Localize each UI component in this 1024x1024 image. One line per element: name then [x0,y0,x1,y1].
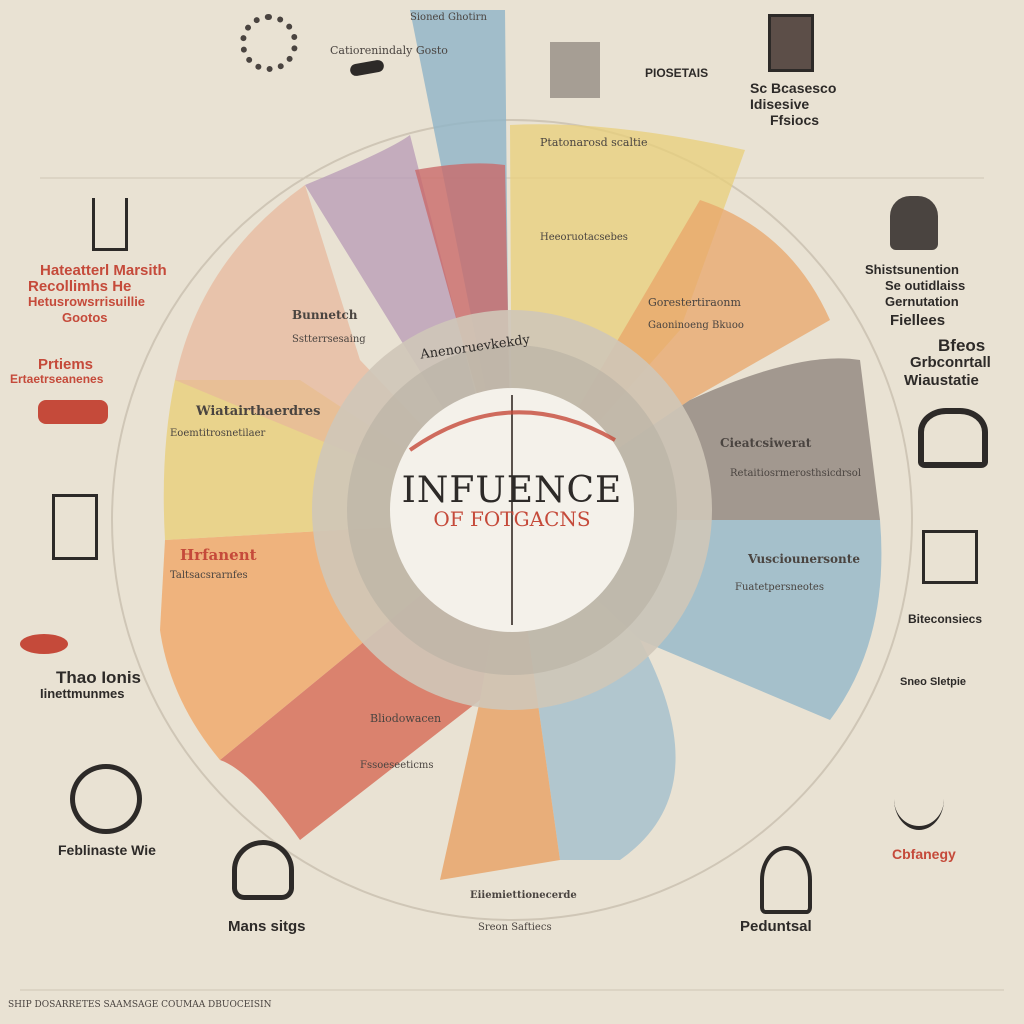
right-panel-2-title: Bfeos [938,336,986,355]
gear-icon [240,14,298,72]
right-panel-1-title: Shistsunention [865,262,959,277]
right-panel-2-line2: Grbconrtall [910,354,991,371]
segment-body-2: Eoemtitrosnetilaer [170,428,266,439]
left-panel-2-title: Prtiems [38,356,94,373]
outer-ring [111,119,913,921]
bottom-center-label: Eiiemiettionecerde [470,890,577,901]
camera-icon [70,764,142,834]
center-subtitle: OF FOTGACNS [433,507,591,531]
left-panel-4-title: Feblinaste Wie [58,842,156,858]
segment-body-6: Heeoruotacsebes [540,232,628,243]
center-title-block: INFUENCE OF FOTGACNS [392,470,632,531]
segment-label-3: Hrfanent [180,546,257,564]
building-icon [550,42,600,98]
top-right-box-line3: Ffsiocs [770,112,820,128]
left-panel-1-line3: Hetusrowsrrisuillie [28,294,146,309]
segment-label-1: Bunnetch [292,308,358,322]
bottom-right-title: Peduntsal [740,918,812,935]
segment-body-5: Fuatetpersneotes [735,582,824,593]
segment-body-3: Taltsacsrarnfes [170,570,248,581]
right-panel-1-line2: Se outidlaiss [885,278,966,293]
book-icon [768,14,814,72]
left-panel-2-line2: Ertaetrseanenes [10,372,104,386]
segment-body-7: Gaoninoeng Bkuoo [648,320,744,331]
chart-icon [922,530,978,584]
right-panel-1-line3: Gernutation [885,294,959,309]
left-panel-1-title: Hateatterl Marsith [40,262,167,279]
top-right-box-line2: Idisesive [750,96,810,112]
bottom-left-title: Mans sitgs [228,918,306,935]
phone-icon [232,840,294,900]
segment-label-4: Cieatcsiwerat [720,436,812,450]
left-panel-1-line4: Gootos [62,310,108,325]
center-arc [408,410,616,452]
top-header-left: Catiorenindaly Gosto [330,44,448,57]
segment-body-4: Retaitiosrmerosthsicdrsol [730,468,862,479]
right-panel-4-title: Cbfanegy [892,846,956,862]
segment-label-5: Vusciounersonte [748,552,860,566]
segment-label-7: Gorestertiraonm [648,296,741,309]
tools-icon [92,198,128,251]
segment-label-6: Ptatonarosd scaltie [540,136,648,149]
headphones-icon [918,408,988,468]
top-tab-label: Sioned Ghotirn [410,12,487,23]
center-title: INFUENCE [401,470,623,511]
segment-body-1: Sstterrsesaing [292,334,366,345]
cyclist-icon [894,768,944,830]
hand-icon [38,400,108,424]
bottom-center-line2: Sreon Saftiecs [478,922,552,933]
right-panel-2-line3: Wiaustatie [904,372,979,389]
segment-body-8: Fssoeseeticms [360,760,434,771]
right-panel-3-line2: Sneo Sletpie [900,676,967,688]
right-panel-1-line4: Fiellees [890,312,946,329]
right-panel-3-title: Biteconsiecs [908,612,983,626]
figure-icon [760,846,812,914]
footer-text: SHIP DOSARRETES SAAMSAGE COUMAA DBUOCEIS… [8,1000,272,1010]
left-panel-3-line2: Iinettmunmes [40,686,125,701]
lips-icon [20,634,68,654]
top-right-box-title: Sc Bcasesco [750,80,837,96]
document-icon [52,494,98,560]
top-header-right: PIOSETAIS [645,66,709,80]
left-panel-3-title: Thao Ionis [56,668,141,687]
person-icon [890,196,938,250]
segment-label-2: Wiatairthaerdres [196,404,321,419]
left-panel-1-line2: Recollimhs He [28,278,132,295]
segment-label-8: Bliodowacen [370,712,442,725]
